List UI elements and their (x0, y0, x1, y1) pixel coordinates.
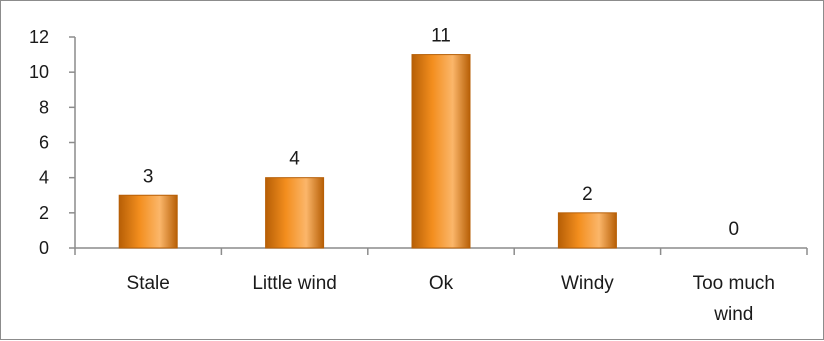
y-tick-label: 10 (29, 62, 49, 82)
category-label: Windy (561, 273, 614, 294)
y-tick-label: 8 (39, 97, 49, 117)
data-label: 4 (289, 149, 300, 170)
y-tick-label: 12 (29, 27, 49, 47)
bar (557, 212, 617, 249)
bar (118, 194, 178, 249)
bar (265, 177, 325, 249)
category-label: Ok (429, 273, 454, 294)
data-label: 11 (431, 26, 451, 47)
category-label: Stale (127, 273, 170, 294)
data-label: 3 (143, 166, 154, 187)
category-label: Too much (693, 273, 775, 294)
labels: 0 2 4 6 8 10 12 3 Stale 4 Little wind 11 Ok 2 Windy 0 To… (29, 26, 775, 325)
y-tick-label: 4 (39, 168, 49, 188)
data-label: 2 (582, 184, 593, 205)
category-label: wind (713, 304, 753, 325)
y-tick-label: 0 (39, 238, 49, 258)
data-label: 0 (729, 219, 740, 240)
y-tick-label: 2 (39, 203, 49, 223)
category-label: Little wind (252, 273, 337, 294)
y-tick-label: 6 (39, 133, 49, 153)
bars (118, 54, 617, 249)
bar (411, 54, 471, 249)
